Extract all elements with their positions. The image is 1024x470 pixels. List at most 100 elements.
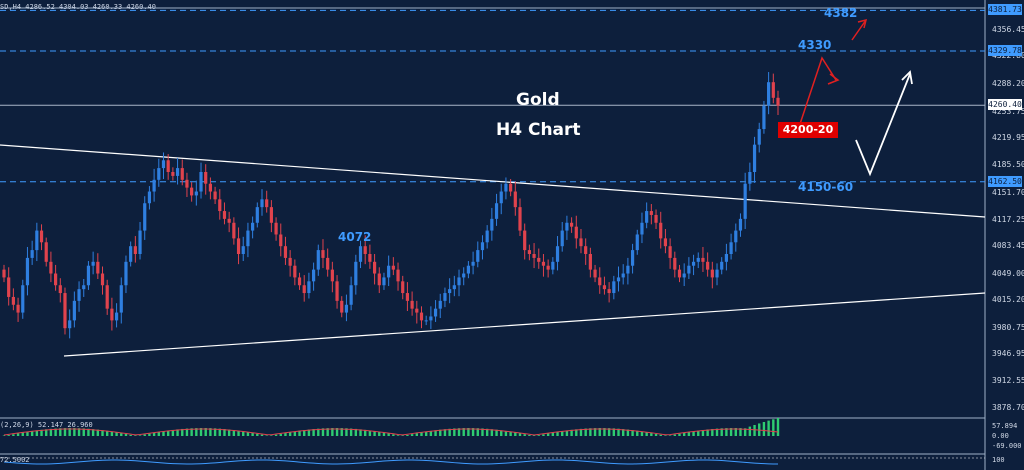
macd-bar xyxy=(659,434,662,436)
candle-body xyxy=(283,246,288,258)
level-label-4382: 4382 xyxy=(824,6,858,20)
macd-bar xyxy=(687,432,691,436)
candle-body xyxy=(738,218,743,231)
candle-body xyxy=(335,281,339,301)
candle-body xyxy=(260,199,264,208)
macd-bar xyxy=(242,431,245,436)
candle-body xyxy=(7,277,11,297)
macd-bar xyxy=(575,429,578,436)
macd-bar xyxy=(762,421,766,436)
macd-bar xyxy=(152,432,156,436)
macd-bar xyxy=(481,428,484,436)
candle-body xyxy=(312,269,316,282)
candle-body xyxy=(21,285,25,313)
macd-bar xyxy=(471,428,475,436)
header-info: SD,H4 4286.52 4304.03 4260.33 4260.40 xyxy=(0,3,156,11)
macd-bar xyxy=(115,432,118,436)
candle-body xyxy=(82,285,86,290)
candle-body xyxy=(180,168,184,180)
candle-body xyxy=(743,183,747,219)
macd-bar xyxy=(16,433,20,436)
candle-body xyxy=(129,246,133,262)
macd-label: (2,26,9) 52.147 26.960 xyxy=(0,421,93,429)
macd-bar xyxy=(359,429,362,436)
arrowhead-4382 xyxy=(857,18,868,29)
candle-body xyxy=(673,257,677,270)
candle-body xyxy=(274,222,278,235)
candle-body xyxy=(490,218,494,231)
candle-body xyxy=(391,265,395,270)
axis-tick-label: 4288.20 xyxy=(992,79,1024,88)
candle-body xyxy=(579,238,583,247)
macd-bar xyxy=(331,428,334,436)
macd-bar xyxy=(340,428,343,436)
macd-bar xyxy=(448,428,451,436)
macd-bar xyxy=(2,435,6,436)
candle-body xyxy=(462,273,466,278)
candle-body xyxy=(171,172,175,176)
macd-bar xyxy=(706,429,709,436)
candle-body xyxy=(433,308,438,317)
macd-bar xyxy=(387,433,390,436)
macd-tick-label: 0.00 xyxy=(992,432,1009,440)
candle-body xyxy=(77,289,81,301)
macd-bar xyxy=(467,428,470,436)
macd-bar xyxy=(87,428,90,436)
candle-body xyxy=(724,254,728,262)
candle-body xyxy=(659,222,663,239)
macd-bar xyxy=(26,431,29,436)
macd-bar xyxy=(528,435,531,436)
macd-bar xyxy=(382,432,386,436)
candle-body xyxy=(302,285,306,294)
candle-body xyxy=(677,269,682,278)
axis-tick-label: 4356.45 xyxy=(992,25,1024,34)
candle-body xyxy=(25,257,30,286)
candle-body xyxy=(452,285,456,290)
macd-bar xyxy=(767,420,770,436)
axis-marker-4330: 4329.78 xyxy=(988,44,1022,56)
candle-body xyxy=(35,230,39,251)
candle-body xyxy=(443,293,447,301)
macd-bar xyxy=(54,428,57,436)
macd-bar xyxy=(692,431,695,436)
macd-bar xyxy=(12,434,15,436)
macd-bar xyxy=(490,429,494,436)
candle-body xyxy=(584,246,588,254)
candle-body xyxy=(767,82,771,106)
candle-body xyxy=(265,199,269,208)
macd-bar xyxy=(349,428,353,436)
macd-bar xyxy=(317,428,320,436)
candle-body xyxy=(762,105,766,130)
macd-bar xyxy=(185,428,189,436)
rsi-tick-label: 100 xyxy=(992,456,1005,464)
candle-body xyxy=(213,191,217,200)
macd-bar xyxy=(35,430,39,436)
macd-bar xyxy=(645,432,648,436)
macd-bar xyxy=(96,429,100,436)
macd-bar xyxy=(776,418,780,436)
candle-body xyxy=(86,265,91,286)
macd-bar xyxy=(772,419,775,436)
candle-body xyxy=(119,285,123,313)
candle-body xyxy=(532,254,536,258)
macd-bar xyxy=(546,433,550,436)
macd-bar xyxy=(124,433,128,436)
candle-body xyxy=(218,199,222,212)
candle-body xyxy=(570,222,574,227)
macd-bar xyxy=(476,428,479,436)
candle-body xyxy=(527,250,531,254)
macd-bar xyxy=(49,428,53,436)
candle-body xyxy=(96,261,100,274)
candle-body xyxy=(574,226,578,239)
candle-body xyxy=(68,320,72,329)
candle-body xyxy=(114,312,119,321)
axis-tick-label: 4185.50 xyxy=(992,160,1024,169)
macd-bar xyxy=(748,426,752,436)
macd-bar xyxy=(30,431,34,436)
candle-body xyxy=(598,277,602,286)
macd-bar xyxy=(251,432,254,436)
macd-bar xyxy=(598,428,601,436)
macd-bar xyxy=(213,428,217,436)
candle-body xyxy=(448,289,452,294)
level-label-4330: 4330 xyxy=(798,38,832,52)
